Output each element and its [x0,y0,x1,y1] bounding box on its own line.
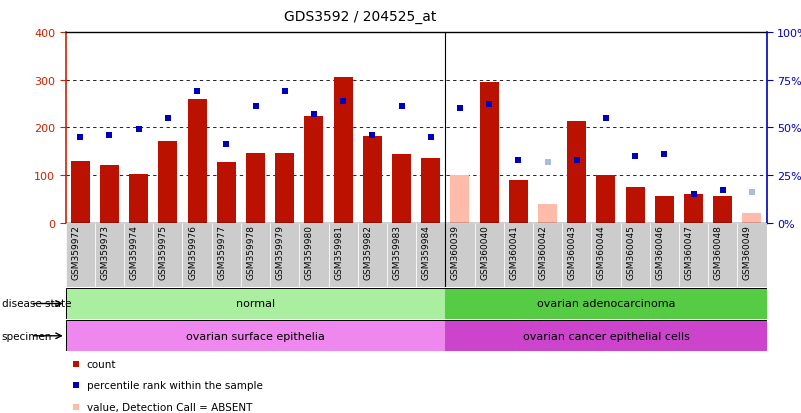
Bar [597,176,615,223]
Text: ovarian surface epithelia: ovarian surface epithelia [186,331,325,341]
Text: value, Detection Call = ABSENT: value, Detection Call = ABSENT [87,402,252,412]
Bar [591,223,621,287]
Bar [183,223,211,287]
Bar [100,166,119,223]
Bar [270,223,300,287]
Text: GSM360039: GSM360039 [451,225,460,280]
Bar [392,155,411,223]
Bar [421,159,441,223]
Bar [655,197,674,223]
Bar [445,320,767,351]
Text: GSM359975: GSM359975 [159,225,168,280]
Bar [66,320,445,351]
Text: GSM359979: GSM359979 [276,225,284,280]
Bar [684,195,703,223]
Bar [66,288,445,319]
Bar [504,223,533,287]
Text: GSM360046: GSM360046 [655,225,664,280]
Text: GSM360044: GSM360044 [597,225,606,280]
Text: GSM359978: GSM359978 [247,225,256,280]
Bar [417,223,445,287]
Bar [509,180,528,223]
Bar [124,223,153,287]
Text: GSM360043: GSM360043 [568,225,577,280]
Bar [334,78,352,223]
Bar [187,100,207,223]
Text: GDS3592 / 204525_at: GDS3592 / 204525_at [284,10,437,24]
Text: disease state: disease state [2,299,71,309]
Text: GSM359981: GSM359981 [334,225,343,280]
Bar [533,223,562,287]
Bar [159,141,177,223]
Bar [211,223,241,287]
Bar [626,188,645,223]
Bar [474,223,504,287]
Bar [328,223,358,287]
Text: GSM359980: GSM359980 [305,225,314,280]
Text: specimen: specimen [2,331,52,341]
Bar [743,214,762,223]
Bar [70,161,90,223]
Bar [304,117,324,223]
Text: GSM360047: GSM360047 [685,225,694,280]
Text: percentile rank within the sample: percentile rank within the sample [87,380,263,390]
Bar [95,223,124,287]
Text: ovarian adenocarcinoma: ovarian adenocarcinoma [537,299,675,309]
Text: ovarian cancer epithelial cells: ovarian cancer epithelial cells [522,331,690,341]
Bar [450,176,469,223]
Bar [276,153,294,223]
Bar [217,162,235,223]
Bar [363,137,382,223]
Text: GSM359984: GSM359984 [421,225,431,280]
Bar [621,223,650,287]
Text: GSM360049: GSM360049 [743,225,752,280]
Bar [538,204,557,223]
Bar [679,223,708,287]
Bar [480,83,498,223]
Text: normal: normal [236,299,275,309]
Bar [153,223,183,287]
Text: GSM359973: GSM359973 [100,225,110,280]
Bar [567,122,586,223]
Bar [241,223,270,287]
Bar [246,153,265,223]
Text: GSM359982: GSM359982 [364,225,372,280]
Bar [445,223,474,287]
Bar [358,223,387,287]
Bar [129,174,148,223]
Bar [387,223,417,287]
Text: GSM360042: GSM360042 [538,225,548,280]
Text: GSM359974: GSM359974 [130,225,139,280]
Bar [66,223,95,287]
Bar [708,223,738,287]
Bar [300,223,328,287]
Text: GSM360040: GSM360040 [480,225,489,280]
Text: GSM359977: GSM359977 [217,225,227,280]
Bar [713,197,732,223]
Bar [562,223,591,287]
Bar [650,223,679,287]
Text: GSM359976: GSM359976 [188,225,197,280]
Text: count: count [87,359,116,369]
Text: GSM359983: GSM359983 [392,225,401,280]
Bar [445,288,767,319]
Text: GSM359972: GSM359972 [71,225,80,280]
Text: GSM360048: GSM360048 [714,225,723,280]
Text: GSM360041: GSM360041 [509,225,518,280]
Text: GSM360045: GSM360045 [626,225,635,280]
Bar [738,223,767,287]
